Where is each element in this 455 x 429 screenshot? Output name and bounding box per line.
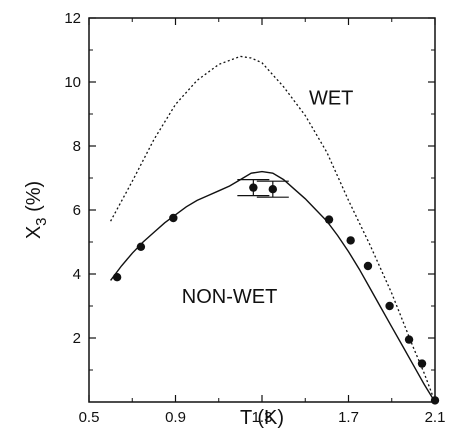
plot-frame [88, 17, 436, 403]
data-point [430, 396, 440, 405]
region-label: NON-WET [182, 286, 278, 308]
x-tick-label: 1.7 [338, 409, 359, 426]
x-axis-title: T (K) [240, 407, 284, 429]
series-layer [110, 55, 440, 405]
y-tick-label: 10 [64, 74, 81, 91]
data-point [404, 335, 414, 344]
y-axis-title-subscript: 3 [33, 217, 50, 225]
y-tick-labels: 2 4 6 8 10 12 [64, 10, 81, 347]
x-tick-label: 0.9 [165, 409, 186, 426]
y-tick-label: 2 [73, 330, 81, 347]
data-point [169, 213, 178, 223]
x-tick-label: 1.3 [252, 409, 273, 426]
axis-ticks [88, 17, 436, 403]
y-tick-label: 4 [73, 266, 81, 283]
y-axis-title-unit: (%) [23, 181, 45, 218]
dotted-curve [110, 55, 436, 403]
data-point [417, 359, 427, 368]
data-point [249, 183, 258, 192]
data-point [268, 185, 278, 194]
y-tick-label: 8 [73, 138, 81, 155]
data-point [136, 242, 146, 251]
solid-curve [110, 170, 436, 403]
x-tick-labels: 0.5 0.9 1.3 1.7 2.1 [79, 409, 446, 426]
annotation-layer: WET NON-WET [182, 87, 354, 307]
y-tick-label: 6 [73, 202, 81, 219]
x-tick-label: 0.5 [79, 409, 100, 426]
data-point [324, 215, 334, 224]
region-label: WET [309, 87, 353, 109]
y-tick-label: 12 [64, 10, 81, 27]
data-point [346, 236, 355, 245]
data-point [112, 273, 122, 282]
x-tick-label: 2.1 [425, 409, 446, 426]
y-axis-title: X3 (%) [23, 181, 50, 239]
data-point [363, 261, 373, 271]
data-point [385, 301, 394, 311]
y-axis-title-main: X [23, 226, 45, 239]
